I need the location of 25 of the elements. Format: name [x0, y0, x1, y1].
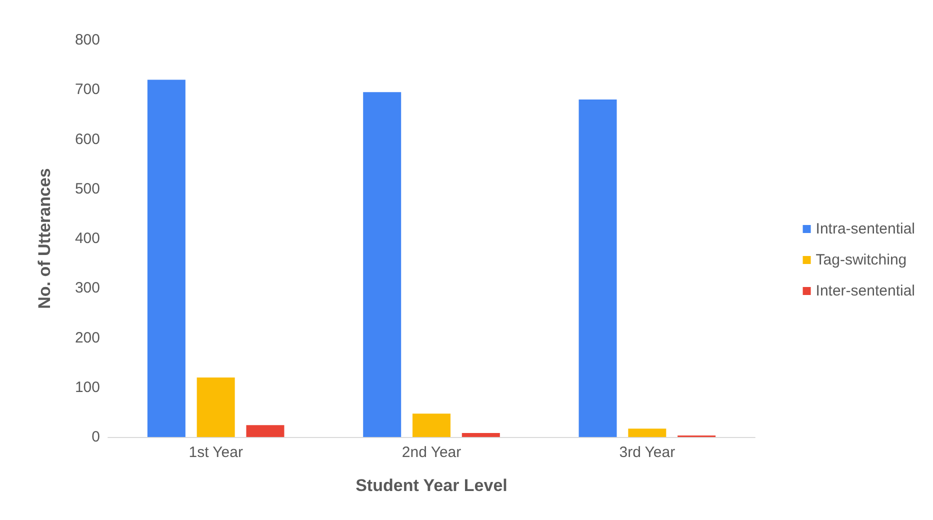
y-tick-label: 600 — [74, 130, 100, 148]
y-tick-label: 500 — [74, 180, 100, 198]
x-axis-title: Student Year Level — [356, 476, 508, 495]
y-tick-label: 400 — [74, 230, 100, 247]
bar — [363, 92, 402, 437]
y-tick-label: 100 — [74, 378, 100, 396]
y-axis-title: No. of Utterances — [35, 168, 54, 309]
bar — [246, 425, 284, 437]
y-tick-label: 700 — [74, 81, 100, 98]
bar — [462, 433, 500, 437]
x-tick-label: 3rd Year — [619, 444, 676, 461]
y-tick-label: 0 — [92, 428, 100, 446]
x-tick-label: 2nd Year — [402, 444, 462, 461]
y-tick-label: 800 — [74, 32, 100, 48]
y-tick-label: 200 — [74, 329, 100, 346]
bar — [147, 80, 186, 437]
legend-label: Intra-sentential — [816, 220, 916, 238]
bar — [196, 377, 235, 437]
y-tick-label: 300 — [74, 280, 100, 297]
legend-label: Inter-sentential — [816, 282, 916, 300]
bar — [628, 428, 666, 437]
x-tick-label: 1st Year — [188, 444, 243, 461]
bar — [578, 100, 617, 437]
legend-label: Tag-switching — [816, 252, 907, 268]
bar — [412, 414, 450, 437]
